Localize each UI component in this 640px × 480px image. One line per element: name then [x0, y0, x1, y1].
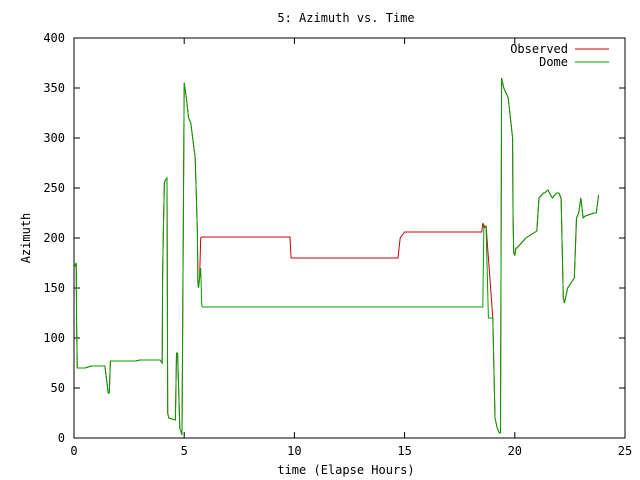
y-tick-label: 350: [43, 81, 65, 95]
y-axis-label: Azimuth: [19, 213, 33, 264]
y-tick-label: 300: [43, 131, 65, 145]
series-line-dome: [73, 77, 600, 436]
y-tick-label: 400: [43, 31, 65, 45]
y-tick-label: 0: [58, 431, 65, 445]
x-tick-label: 20: [508, 444, 522, 458]
x-tick-label: 15: [397, 444, 411, 458]
x-tick-label: 25: [618, 444, 632, 458]
x-tick-label: 0: [70, 444, 77, 458]
y-tick-label: 50: [51, 381, 65, 395]
plot-frame: [73, 37, 626, 439]
x-tick-label: 5: [181, 444, 188, 458]
y-tick-label: 150: [43, 281, 65, 295]
chart-title: 5: Azimuth vs. Time: [277, 11, 414, 25]
legend-label-dome: Dome: [539, 55, 568, 69]
y-axis: 0 50 100 150 200 250 300 350 400: [43, 31, 625, 445]
series-layer: [73, 77, 600, 436]
y-tick-label: 200: [43, 231, 65, 245]
legend-label-observed: Observed: [510, 42, 568, 56]
y-tick-label: 100: [43, 331, 65, 345]
y-tick-label: 250: [43, 181, 65, 195]
x-axis: 0 5 10 15 20 25: [70, 38, 632, 458]
x-axis-label: time (Elapse Hours): [277, 463, 414, 477]
series-line-observed: [73, 77, 600, 436]
x-tick-label: 10: [287, 444, 301, 458]
